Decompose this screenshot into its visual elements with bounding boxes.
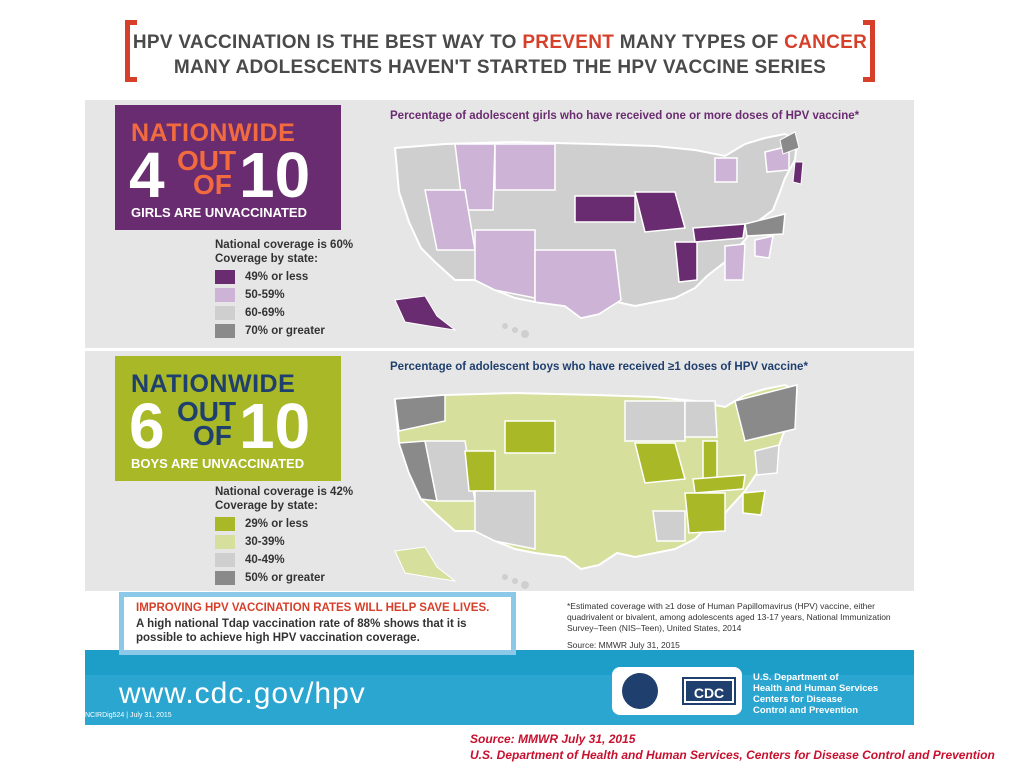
boys-map-title: Percentage of adolescent boys who have r… xyxy=(390,361,808,373)
legend-item: 50% or greater xyxy=(215,571,375,585)
boys-us-map xyxy=(393,383,799,589)
legend-swatch xyxy=(215,535,235,549)
girls-headline-box: NATIONWIDE 4 OUT OF 10 GIRLS ARE UNVACCI… xyxy=(115,105,341,230)
footer-band-lower xyxy=(85,675,914,725)
legend-item: 29% or less xyxy=(215,517,375,531)
agency-name: U.S. Department of Health and Human Serv… xyxy=(753,672,879,716)
callout-body: A high national Tdap vaccination rate of… xyxy=(136,618,467,644)
girls-map-title: Percentage of adolescent girls who have … xyxy=(390,110,860,122)
slide-source-line-1: Source: MMWR July 31, 2015 xyxy=(470,732,636,746)
hhs-seal-icon xyxy=(622,673,658,709)
slide-source-line-2: U.S. Department of Health and Human Serv… xyxy=(470,748,995,762)
boys-legend: National coverage is 42% Coverage by sta… xyxy=(215,485,375,585)
header-line-1: HPV VACCINATION IS THE BEST WAY TO PREVE… xyxy=(132,32,868,53)
legend-swatch xyxy=(215,306,235,320)
legend-swatch xyxy=(215,517,235,531)
legend-swatch xyxy=(215,270,235,284)
girls-total: 10 xyxy=(239,139,311,211)
legend-item: 70% or greater xyxy=(215,324,375,338)
footnote-source: Source: MMWR July 31, 2015 xyxy=(567,640,680,650)
legend-item: 49% or less xyxy=(215,270,375,284)
legend-swatch xyxy=(215,324,235,338)
hpv-infographic: HPV VACCINATION IS THE BEST WAY TO PREVE… xyxy=(85,15,914,725)
legend-swatch xyxy=(215,571,235,585)
footnote: *Estimated coverage with ≥1 dose of Huma… xyxy=(567,601,907,651)
girls-count: 4 xyxy=(129,139,165,211)
boys-total: 10 xyxy=(239,390,311,462)
legend-item: 50-59% xyxy=(215,288,375,302)
right-bracket xyxy=(863,20,875,82)
girls-of: OF xyxy=(193,169,232,200)
legend-swatch xyxy=(215,288,235,302)
girls-panel: NATIONWIDE 4 OUT OF 10 GIRLS ARE UNVACCI… xyxy=(85,100,914,348)
boys-nationwide: NATIONWIDE xyxy=(131,370,296,398)
footnote-text: *Estimated coverage with ≥1 dose of Huma… xyxy=(567,601,891,633)
cdc-logo: CDC xyxy=(682,677,736,705)
boys-legend-title: National coverage is 42% xyxy=(215,486,354,498)
boys-out: OUT xyxy=(177,396,237,427)
girls-legend: National coverage is 60% Coverage by sta… xyxy=(215,238,375,338)
boys-of: OF xyxy=(193,420,232,451)
infographic-header: HPV VACCINATION IS THE BEST WAY TO PREVE… xyxy=(125,20,875,85)
girls-out: OUT xyxy=(177,145,237,176)
legend-item: 60-69% xyxy=(215,306,375,320)
legend-swatch xyxy=(215,553,235,567)
logo-panel: CDC xyxy=(612,667,742,715)
girls-nationwide: NATIONWIDE xyxy=(131,119,296,147)
left-bracket xyxy=(125,20,137,82)
prevent-word: PREVENT xyxy=(522,32,615,53)
publication-code: NCIRDig524 | July 31, 2015 xyxy=(85,712,172,719)
boys-subtitle: BOYS ARE UNVACCINATED xyxy=(131,456,305,471)
girls-us-map xyxy=(393,131,804,338)
boys-legend-subtitle: Coverage by state: xyxy=(215,500,318,512)
girls-legend-subtitle: Coverage by state: xyxy=(215,253,318,265)
cancer-word: CANCER xyxy=(784,32,868,53)
legend-item: 40-49% xyxy=(215,553,375,567)
legend-item: 30-39% xyxy=(215,535,375,549)
boys-count: 6 xyxy=(129,390,165,462)
header-line-2: MANY ADOLESCENTS HAVEN'T STARTED THE HPV… xyxy=(173,57,827,78)
boys-panel: NATIONWIDE 6 OUT OF 10 BOYS ARE UNVACCIN… xyxy=(85,351,914,591)
girls-legend-title: National coverage is 60% xyxy=(215,239,354,251)
callout-box: IMPROVING HPV VACCINATION RATES WILL HEL… xyxy=(119,592,516,655)
cdc-url-link[interactable]: www.cdc.gov/hpv xyxy=(119,677,366,710)
boys-headline-box: NATIONWIDE 6 OUT OF 10 BOYS ARE UNVACCIN… xyxy=(115,356,341,481)
girls-subtitle: GIRLS ARE UNVACCINATED xyxy=(131,205,307,220)
callout-headline: IMPROVING HPV VACCINATION RATES WILL HEL… xyxy=(136,602,490,614)
